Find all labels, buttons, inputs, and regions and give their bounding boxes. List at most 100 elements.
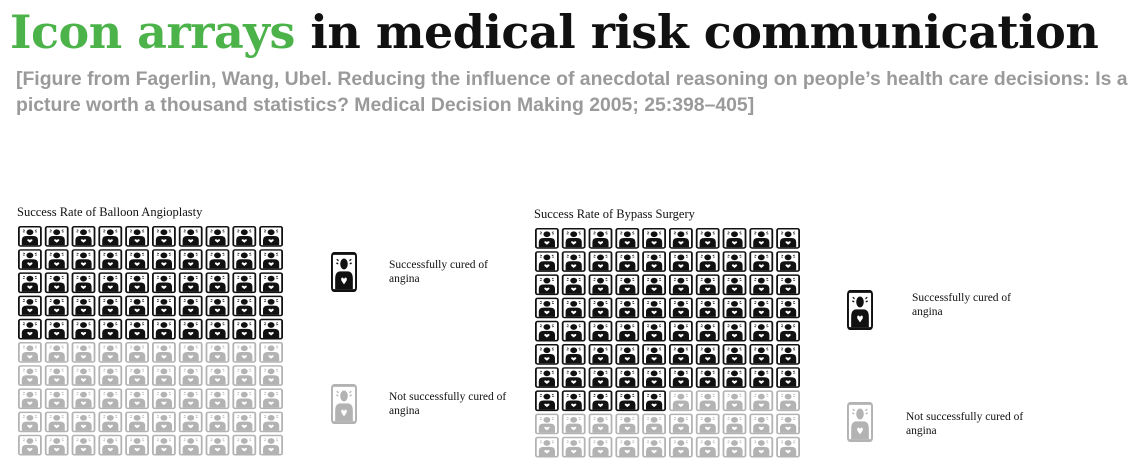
cured-person-icon [695, 344, 720, 365]
cured-person-icon [615, 344, 640, 365]
cured-person-icon [178, 272, 203, 294]
cured-person-icon [776, 297, 800, 319]
cured-person-icon [535, 297, 559, 319]
not-cured-person-icon [749, 390, 774, 412]
cured-person-icon [588, 320, 613, 342]
cured-person-icon [178, 226, 203, 247]
cured-person-icon [588, 390, 613, 412]
cured-person-icon [749, 274, 774, 296]
cured-person-icon [44, 226, 69, 247]
cured-person-icon [695, 274, 720, 296]
cured-person-icon [561, 320, 586, 342]
legend-not-cured-icon [331, 384, 357, 425]
cured-person-icon [535, 390, 559, 412]
cured-person-icon [232, 272, 257, 294]
cured-person-icon [776, 228, 800, 249]
not-cured-person-icon [615, 436, 640, 458]
not-cured-person-icon [44, 342, 69, 363]
page-title-accent: Icon arrays [10, 5, 295, 59]
cured-person-icon [561, 251, 586, 272]
cured-person-icon [152, 318, 176, 340]
not-cured-person-icon [98, 411, 123, 433]
cured-person-icon [18, 272, 42, 294]
cured-person-icon [259, 295, 283, 317]
cured-person-icon [178, 318, 203, 340]
cured-person-icon [152, 272, 176, 294]
not-cured-person-icon [749, 436, 774, 458]
cured-person-icon [588, 344, 613, 365]
cured-person-icon [642, 251, 666, 272]
cured-person-icon [669, 228, 693, 249]
not-cured-person-icon [776, 413, 800, 435]
not-cured-person-icon [669, 390, 693, 412]
not-cured-person-icon [71, 411, 96, 433]
not-cured-person-icon [98, 434, 123, 456]
page-title: Icon arrays in medical risk communicatio… [10, 2, 1099, 62]
not-cured-person-icon [561, 413, 586, 435]
not-cured-person-icon [178, 365, 203, 386]
cured-person-icon [561, 390, 586, 412]
cured-person-icon [125, 249, 149, 270]
not-cured-person-icon [722, 436, 747, 458]
cured-person-icon [44, 318, 69, 340]
cured-person-icon [695, 228, 720, 249]
cured-person-icon [259, 249, 283, 270]
cured-person-icon [561, 228, 586, 249]
cured-person-icon [669, 367, 693, 388]
cured-person-icon [178, 295, 203, 317]
cured-person-icon [642, 320, 666, 342]
cured-person-icon [232, 226, 257, 247]
legend-not-cured-label-bypass: Not successfully cured of angina [906, 411, 1024, 437]
cured-person-icon [749, 228, 774, 249]
cured-person-icon [749, 367, 774, 388]
legend-cured-label-bypass: Successfully cured of angina [912, 292, 1011, 318]
cured-person-icon [776, 274, 800, 296]
not-cured-person-icon [232, 365, 257, 386]
cured-person-icon [722, 320, 747, 342]
cured-person-icon [642, 297, 666, 319]
cured-person-icon [535, 274, 559, 296]
not-cured-person-icon [125, 388, 149, 410]
cured-person-icon [98, 295, 123, 317]
cured-person-icon [669, 274, 693, 296]
cured-person-icon [588, 297, 613, 319]
not-cured-person-icon [749, 413, 774, 435]
cured-person-icon [71, 272, 96, 294]
cured-person-icon [178, 249, 203, 270]
cured-person-icon [71, 318, 96, 340]
not-cured-person-icon [561, 436, 586, 458]
not-cured-person-icon [205, 434, 230, 456]
cured-person-icon [695, 320, 720, 342]
cured-person-icon [44, 295, 69, 317]
cured-person-icon [125, 318, 149, 340]
cured-person-icon [535, 251, 559, 272]
not-cured-person-icon [18, 342, 42, 363]
not-cured-person-icon [44, 434, 69, 456]
not-cured-person-icon [152, 411, 176, 433]
not-cured-person-icon [205, 342, 230, 363]
cured-person-icon [615, 320, 640, 342]
not-cured-person-icon [588, 413, 613, 435]
cured-person-icon [669, 251, 693, 272]
legend-cured-icon [331, 252, 357, 293]
not-cured-person-icon [259, 365, 283, 386]
cured-person-icon [695, 251, 720, 272]
not-cured-person-icon [178, 342, 203, 363]
cured-person-icon [776, 344, 800, 365]
cured-person-icon [152, 249, 176, 270]
cured-person-icon [669, 320, 693, 342]
cured-person-icon [722, 297, 747, 319]
not-cured-person-icon [152, 388, 176, 410]
cured-person-icon [71, 295, 96, 317]
not-cured-person-icon [259, 342, 283, 363]
cured-person-icon [722, 367, 747, 388]
cured-person-icon [615, 390, 640, 412]
not-cured-person-icon [44, 411, 69, 433]
cured-person-icon [615, 367, 640, 388]
cured-person-icon [125, 272, 149, 294]
not-cured-person-icon [695, 390, 720, 412]
cured-person-icon [44, 249, 69, 270]
not-cured-person-icon [232, 342, 257, 363]
not-cured-person-icon [152, 434, 176, 456]
cured-person-icon [642, 367, 666, 388]
